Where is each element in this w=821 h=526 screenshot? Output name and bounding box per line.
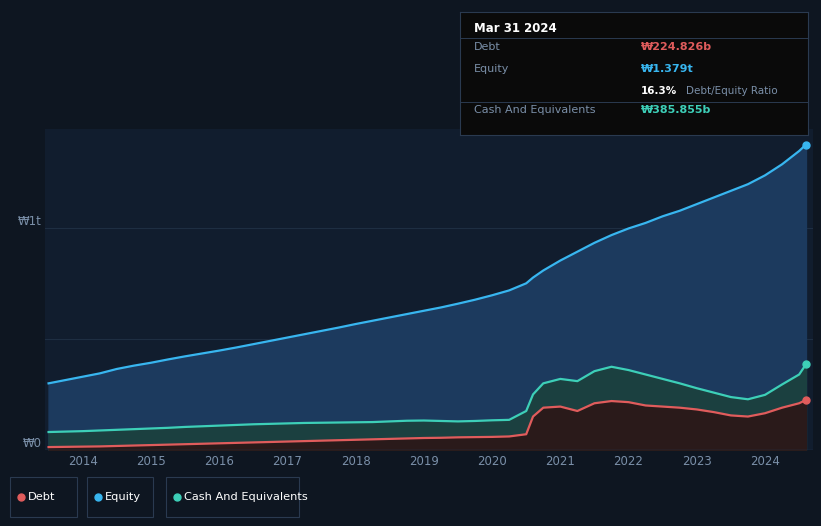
Text: Equity: Equity (474, 64, 509, 74)
Text: 16.3%: 16.3% (641, 86, 677, 96)
Text: ₩1t: ₩1t (17, 216, 41, 228)
Text: Debt/Equity Ratio: Debt/Equity Ratio (686, 86, 777, 96)
Text: Mar 31 2024: Mar 31 2024 (474, 22, 557, 35)
Text: ₩224.826b: ₩224.826b (641, 42, 712, 52)
Text: Debt: Debt (28, 492, 56, 502)
Text: Cash And Equivalents: Cash And Equivalents (474, 106, 595, 116)
Text: Debt: Debt (474, 42, 501, 52)
Text: ₩0: ₩0 (22, 437, 41, 450)
Text: ₩385.855b: ₩385.855b (641, 106, 711, 116)
Text: Equity: Equity (105, 492, 141, 502)
Text: ₩1.379t: ₩1.379t (641, 64, 694, 74)
Text: Cash And Equivalents: Cash And Equivalents (184, 492, 308, 502)
